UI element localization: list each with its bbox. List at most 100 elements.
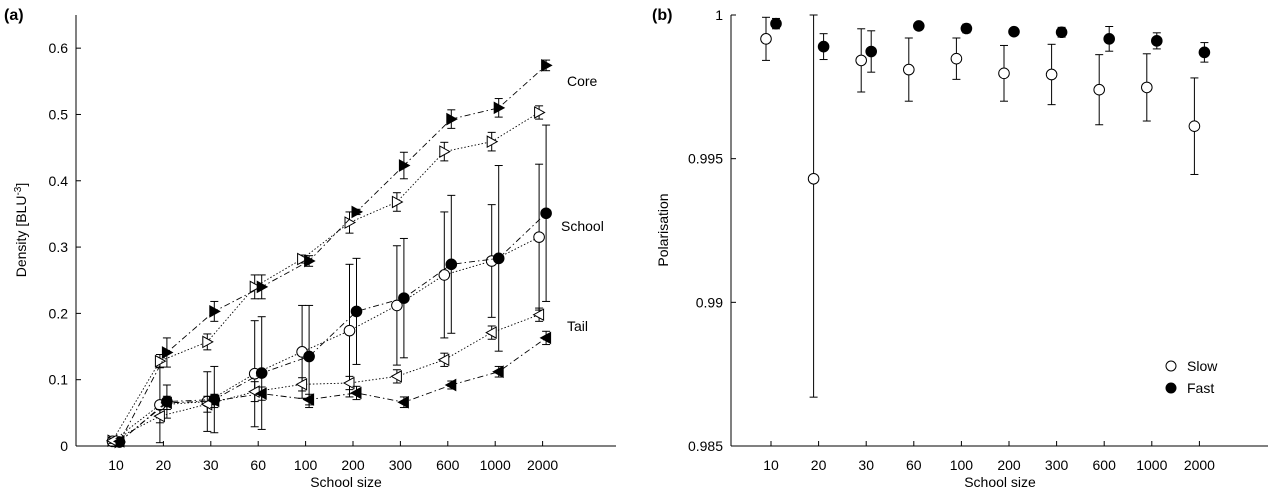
panel-a-x-tick-label: 10: [108, 457, 124, 473]
panel-a-y-tick-label: 0.6: [49, 40, 69, 56]
point-core-slow: [486, 135, 499, 148]
panel-a-x-axis-label: School size: [310, 474, 382, 490]
panel-b-x-tick-label: 10: [763, 457, 779, 473]
point-tail-fast: [397, 395, 409, 409]
point-core-slow: [534, 106, 546, 119]
panel-b-legend: Slow Fast: [1165, 358, 1218, 396]
panel-b-plot-area: [760, 14, 1211, 398]
panel-b-y-tick-label: 0.985: [688, 438, 723, 454]
point-slow: [1093, 83, 1105, 96]
annotation-school: School: [561, 218, 604, 234]
point-tail-slow: [437, 353, 450, 367]
panel-b-label: (b): [652, 7, 672, 24]
panel-b-x-tick-label: 600: [1093, 457, 1117, 473]
point-tail-fast: [160, 396, 172, 410]
series-line-core-fast: [119, 65, 547, 443]
panel-a-x-tick-label: 20: [156, 457, 172, 473]
point-fast: [770, 17, 782, 30]
point-school-fast: [398, 292, 410, 304]
panel-a-density-chart: (a) 0 0.1 0.2 0.3 0.4 0.5 0.6 10 20 30 60 100 200 300…: [4, 7, 616, 490]
panel-b-x-axis-label: School size: [964, 474, 1036, 490]
point-core-fast: [209, 305, 221, 318]
panel-a-y-tick-label: 0.5: [49, 106, 69, 122]
point-slow: [807, 172, 820, 185]
panel-a-y-tick-label: 0.3: [49, 239, 69, 255]
series-line-core-slow: [112, 112, 540, 441]
panel-b-y-tick-label: 0.995: [688, 151, 723, 167]
point-fast: [817, 40, 830, 53]
legend-fast-label: Fast: [1187, 380, 1214, 396]
panel-b-x-tick-label: 2000: [1184, 457, 1215, 473]
panel-a-ticks: 0 0.1 0.2 0.3 0.4 0.5 0.6 10 20 30 60 100 200 300 600 1…: [49, 40, 559, 473]
point-tail-fast: [444, 378, 457, 392]
series-line-school-slow: [112, 236, 540, 442]
series-line-school-fast: [119, 212, 547, 443]
point-tail-slow: [390, 370, 402, 383]
point-core-fast: [493, 101, 506, 115]
point-fast: [1055, 26, 1068, 39]
point-core-fast: [304, 254, 316, 268]
panel-b-x-tick-label: 200: [997, 457, 1021, 473]
panel-b-y-tick-label: 0.99: [696, 294, 723, 310]
legend-slow-marker: [1165, 360, 1177, 372]
panel-b-ticks: 0.985 0.99 0.995 1 10 20 30 60 100 200 300 600 1000 2…: [688, 7, 1215, 473]
series-line-tail-fast: [119, 337, 547, 442]
point-core-slow: [154, 354, 167, 368]
point-school-fast: [492, 252, 505, 265]
point-school-fast: [445, 258, 458, 271]
point-tail-fast: [255, 387, 267, 400]
point-core-fast: [398, 159, 411, 172]
panel-a-plot-area: [105, 59, 553, 449]
point-school-fast: [255, 367, 268, 379]
point-tail-fast: [302, 393, 315, 406]
point-slow: [1141, 81, 1153, 94]
point-tail-fast: [539, 331, 552, 345]
point-core-slow: [249, 280, 262, 294]
panel-a-x-tick-label: 1000: [480, 457, 511, 473]
point-tail-fast: [349, 386, 362, 400]
point-fast: [913, 20, 925, 32]
point-core-slow: [439, 145, 451, 158]
panel-a-x-tick-label: 300: [389, 457, 413, 473]
panel-a-label: (a): [4, 7, 24, 24]
point-school-slow: [391, 299, 403, 312]
point-core-fast: [446, 112, 458, 126]
panel-a-y-tick-label: 0.2: [49, 305, 69, 321]
panel-b-x-tick-label: 20: [811, 457, 827, 473]
point-tail-slow: [153, 409, 165, 423]
panel-a-y-tick-label: 0.4: [49, 173, 69, 189]
point-fast: [1198, 46, 1211, 59]
annotation-tail: Tail: [567, 318, 588, 334]
panel-a-y-tick-label: 0: [60, 438, 68, 454]
panel-b-x-tick-label: 60: [906, 457, 922, 473]
point-core-fast: [161, 346, 174, 359]
panel-a-y-axis-label: Density [BLU-3]: [13, 183, 29, 278]
panel-a-x-tick-label: 2000: [527, 457, 558, 473]
point-school-slow: [343, 324, 356, 337]
series-line-tail-slow: [112, 314, 540, 442]
point-tail-fast: [492, 365, 504, 379]
panel-b-polarisation-chart: (b) 0.985 0.99 0.995 1 10 20 30 60 100 200 300 600 1…: [652, 7, 1268, 490]
panel-b-x-tick-label: 1000: [1136, 457, 1167, 473]
point-slow: [903, 63, 915, 76]
panel-b-y-axis-label: Polarisation: [655, 193, 671, 266]
panel-a-x-tick-label: 60: [250, 457, 266, 473]
point-slow: [1045, 68, 1058, 81]
point-core-fast: [351, 205, 364, 219]
panel-a-x-tick-label: 200: [341, 457, 365, 473]
point-fast: [960, 22, 973, 35]
point-school-fast: [350, 305, 363, 318]
point-core-slow: [202, 335, 214, 349]
panel-a-y-tick-label: 0.1: [49, 372, 69, 388]
panel-a-x-tick-label: 600: [436, 457, 460, 473]
point-tail-slow: [532, 308, 545, 322]
point-slow: [1188, 120, 1201, 132]
point-tail-slow: [342, 376, 355, 390]
point-fast: [1008, 25, 1020, 38]
point-tail-slow: [295, 377, 308, 391]
point-core-slow: [297, 252, 309, 266]
point-tail-fast: [207, 394, 220, 408]
point-slow: [760, 33, 772, 45]
point-fast: [865, 45, 878, 58]
